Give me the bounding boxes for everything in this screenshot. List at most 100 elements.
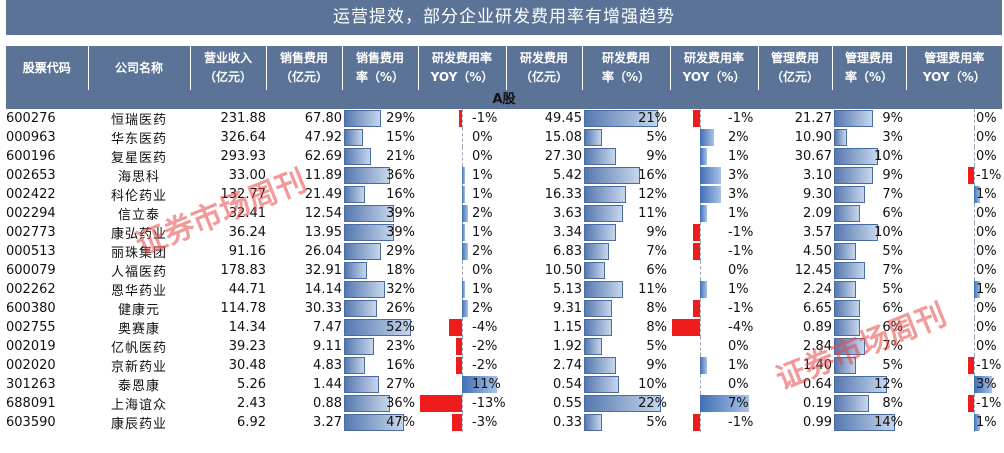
revenue: 33.00 [228, 168, 266, 183]
mgmt-expense: 0.64 [803, 377, 832, 392]
sales-rate: 36% [342, 394, 418, 413]
stock-code: 301263 [6, 377, 56, 392]
rd-rate: 6% [582, 261, 670, 280]
rd-expense: 10.50 [544, 263, 582, 278]
revenue: 30.48 [228, 358, 266, 373]
company-name: 恒瑞医药 [110, 113, 167, 128]
sales-rate-bar [344, 205, 394, 222]
mgmt-yoy-label: 0% [976, 301, 997, 316]
column-header-3: 销售费用 （亿元） [266, 46, 343, 90]
sales-rate-label: 29% [386, 244, 415, 259]
sales-rate: 39% [342, 204, 418, 223]
rd-yoy-axis [700, 375, 701, 394]
stock-code: 600079 [6, 263, 56, 278]
rd-yoy: 2% [670, 128, 758, 147]
mgmt-yoy-label: 0% [976, 339, 997, 354]
company-name: 丽珠集团 [110, 246, 167, 261]
stock-code: 688091 [6, 396, 56, 411]
rd-expense: 3.63 [553, 206, 582, 221]
stock-code: 603590 [6, 415, 56, 430]
rd-expense: 16.33 [544, 187, 582, 202]
revenue: 14.34 [228, 320, 266, 335]
mgmt-rate: 14% [832, 413, 906, 432]
mgmt-yoy-label: -1% [976, 358, 1002, 373]
mgmt-yoy-bar [968, 357, 974, 374]
sales-expense: 26.04 [304, 244, 342, 259]
mgmt-yoy-axis [974, 128, 975, 147]
sales-rate-bar [344, 110, 381, 127]
rd-rate-bar [584, 319, 612, 336]
rd-yoy-bar [700, 148, 707, 165]
sales-yoy: 2% [418, 242, 506, 261]
mgmt-yoy-axis [974, 356, 975, 375]
mgmt-expense: 1.40 [803, 358, 832, 373]
sales-yoy-label: -4% [472, 320, 498, 335]
sales-expense: 0.88 [313, 396, 342, 411]
sales-rate-bar [344, 243, 381, 260]
rd-rate: 7% [582, 242, 670, 261]
rd-yoy: -1% [670, 299, 758, 318]
sales-yoy-axis [462, 413, 463, 432]
table-row: 002653 海思科 33.00 11.89 36% 1% 5.42 16% 3% 3.10 9% -… [6, 166, 1002, 185]
mgmt-yoy-axis [974, 147, 975, 166]
stock-code: 002262 [6, 282, 56, 297]
mgmt-yoy-axis [974, 261, 975, 280]
table-row: 600196 复星医药 293.93 62.69 21% 0% 27.30 9% 1% 30.67… [6, 147, 1002, 166]
rd-yoy: 7% [670, 394, 758, 413]
table-row: 002773 康弘药业 36.24 13.95 39% 1% 3.34 9% -1% 3.57 10… [6, 223, 1002, 242]
revenue: 132.77 [220, 187, 267, 202]
column-header-10: 管理费用 率（%） [832, 46, 907, 90]
mgmt-expense: 2.84 [803, 339, 832, 354]
rd-yoy-axis [700, 261, 701, 280]
mgmt-yoy-axis [974, 223, 975, 242]
stock-code: 002755 [6, 320, 56, 335]
mgmt-rate-label: 9% [882, 168, 903, 183]
sales-expense: 62.69 [304, 149, 342, 164]
rd-rate: 8% [582, 318, 670, 337]
sales-rate: 29% [342, 109, 418, 128]
sales-rate-label: 18% [386, 263, 415, 278]
rd-yoy-axis [700, 337, 701, 356]
mgmt-rate-bar [834, 338, 865, 355]
mgmt-yoy: 0% [906, 337, 1002, 356]
sales-yoy: 1% [418, 280, 506, 299]
rd-expense: 0.54 [553, 377, 582, 392]
sales-yoy-label: -2% [472, 358, 498, 373]
column-header-2: 营业收入 （亿元） [190, 46, 267, 90]
mgmt-yoy-label: 0% [976, 130, 997, 145]
sales-yoy: -4% [418, 318, 506, 337]
mgmt-rate-bar [834, 129, 847, 146]
rd-yoy-label: 3% [728, 168, 749, 183]
mgmt-expense: 30.67 [794, 149, 832, 164]
rd-rate: 5% [582, 413, 670, 432]
rd-yoy: 1% [670, 147, 758, 166]
rd-yoy: 1% [670, 204, 758, 223]
stock-code: 002422 [6, 187, 56, 202]
mgmt-yoy-bar [974, 186, 980, 203]
mgmt-rate: 7% [832, 337, 906, 356]
rd-yoy-label: 7% [728, 396, 749, 411]
mgmt-yoy-label: 1% [976, 187, 997, 202]
rd-yoy-label: -1% [728, 111, 754, 126]
mgmt-rate-label: 3% [882, 130, 903, 145]
rd-rate-label: 6% [646, 263, 667, 278]
stock-code: 002020 [6, 358, 56, 373]
column-header-4: 销售费用 率（%） [342, 46, 419, 90]
rd-rate-label: 11% [638, 206, 667, 221]
sales-rate: 23% [342, 337, 418, 356]
sales-expense: 4.83 [313, 358, 342, 373]
stock-code: 600380 [6, 301, 56, 316]
sales-rate: 26% [342, 299, 418, 318]
sales-yoy-axis [462, 356, 463, 375]
column-header-1: 公司名称 [88, 46, 191, 90]
mgmt-yoy-label: -1% [976, 168, 1002, 183]
mgmt-rate: 7% [832, 185, 906, 204]
mgmt-yoy-bar [974, 376, 992, 393]
sales-expense: 67.80 [304, 111, 342, 126]
table-row: 002294 信立泰 32.41 12.54 39% 2% 3.63 11% 1% 2.09 6% 0… [6, 204, 1002, 223]
rd-rate-bar [584, 167, 640, 184]
sales-rate-label: 52% [386, 320, 415, 335]
sales-yoy: 1% [418, 166, 506, 185]
sales-yoy-bar [420, 395, 462, 412]
revenue: 326.64 [220, 130, 267, 145]
